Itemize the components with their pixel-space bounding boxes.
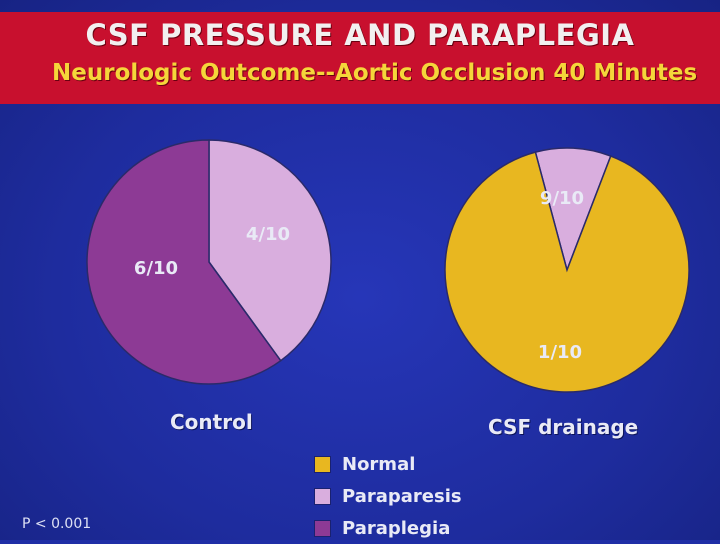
legend-label-normal: Normal [342,453,416,475]
chart-title-csf-drainage: CSF drainage [488,415,639,439]
pie-label-normal-1: 9/10 [540,188,584,209]
legend-label-paraparesis: Paraparesis [342,485,462,507]
pie-label-paraplegia-0: 6/10 [134,258,178,279]
legend-swatch-paraparesis [314,487,331,505]
slide-subtitle: Neurologic Outcome--Aortic Occlusion 40 … [52,60,698,86]
legend-swatch-paraplegia [314,519,331,537]
title-banner [0,12,720,104]
pie-slice-paraplegia-0 [86,139,282,385]
pie-slice-normal-1 [444,151,690,393]
pie-label-paraparesis-1: 1/10 [538,342,582,363]
legend: Normal Paraparesis Paraplegia [314,448,462,544]
legend-label-paraplegia: Paraplegia [342,517,451,539]
legend-swatch-normal [314,455,331,473]
legend-item-paraplegia: Paraplegia [314,512,462,544]
pie-slice-paraparesis-1 [534,147,612,273]
pie-slice-paraparesis-0 [208,139,332,362]
slide-title: CSF PRESSURE AND PARAPLEGIA [85,18,635,52]
pie-label-paraparesis-0: 4/10 [246,224,290,245]
p-value: P < 0.001 [22,516,92,532]
legend-item-normal: Normal [314,448,462,480]
legend-item-paraparesis: Paraparesis [314,480,462,512]
chart-title-control: Control [170,410,253,434]
